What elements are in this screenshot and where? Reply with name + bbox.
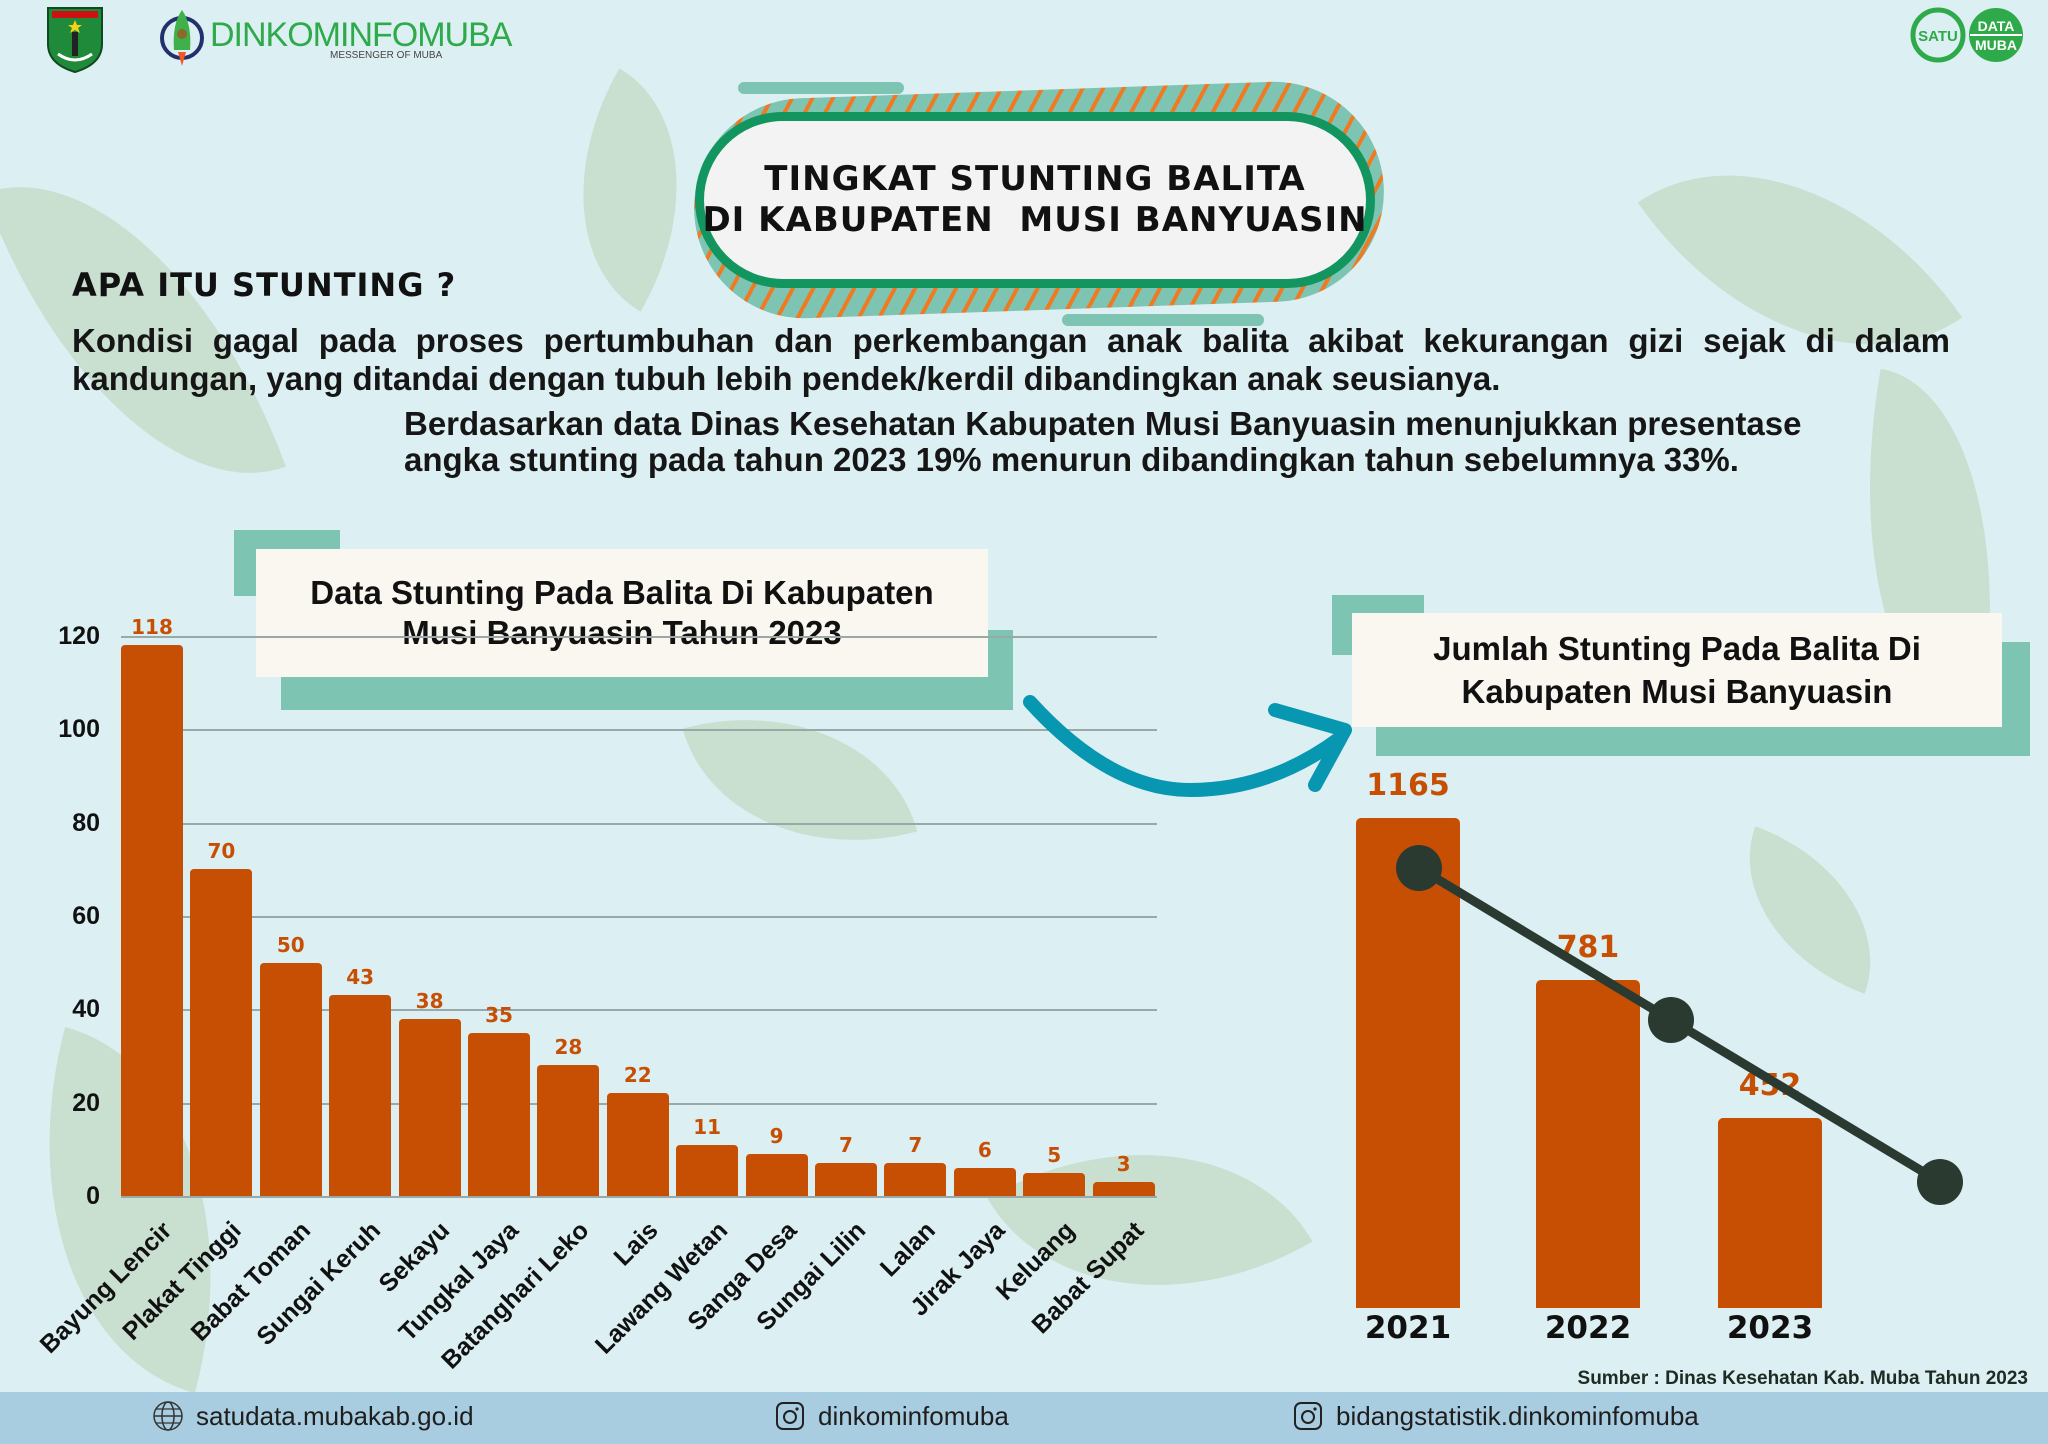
bar-value-label: 11 — [693, 1114, 722, 1139]
bar-value-label: 50 — [276, 932, 305, 957]
muba-text: MUBA — [1975, 37, 2017, 53]
page-title: TINGKAT STUNTING BALITA DI KABUPATEN MUS… — [695, 112, 1375, 288]
bar-value-label: 7 — [908, 1133, 923, 1158]
right-chart-title-line1: Jumlah Stunting Pada Balita Di — [1433, 630, 1921, 667]
gridline — [121, 916, 1157, 918]
bar-value-label: 43 — [346, 965, 375, 990]
year-label: 2021 — [1364, 1310, 1452, 1346]
bar-value-label: 6 — [977, 1138, 992, 1162]
y-tick: 20 — [72, 1089, 100, 1117]
bar — [121, 645, 183, 1196]
year-value-label: 1165 — [1366, 768, 1450, 803]
bar — [259, 962, 322, 1196]
trend-point — [1396, 845, 1442, 891]
globe-icon — [153, 1401, 183, 1431]
right-chart-title-line2: Kabupaten Musi Banyuasin — [1461, 673, 1893, 710]
bar-value-label: 7 — [839, 1133, 853, 1158]
bar-value-label: 70 — [207, 839, 236, 864]
bar-value-label: 38 — [415, 988, 444, 1013]
satu-text: SATU — [1918, 28, 1958, 45]
bar-value-label: 9 — [769, 1124, 784, 1148]
left-chart-title: Data Stunting Pada Balita Di Kabupaten M… — [256, 549, 988, 677]
year-label: 2022 — [1544, 1310, 1632, 1346]
year-bar — [1718, 1117, 1822, 1308]
satu-data-muba-logo: SATU DATA MUBA — [1910, 7, 2023, 63]
year-bar — [1356, 818, 1460, 1308]
footer-website-link[interactable]: satudata.mubakab.go.id — [152, 1400, 474, 1432]
bar — [329, 995, 392, 1196]
gridline — [121, 729, 1157, 731]
dinkom-text-green: DINKOMINFO — [210, 15, 418, 54]
trend-point — [1648, 997, 1694, 1043]
dinkominfo-logo: DINKOMINFOMUBA MESSENGER OF MUBA — [158, 6, 512, 72]
x-axis-line — [121, 1196, 1157, 1198]
instagram-icon — [1294, 1402, 1322, 1430]
y-tick: 120 — [58, 622, 100, 650]
dinkom-tagline: MESSENGER OF MUBA — [330, 49, 443, 61]
footer-instagram-link[interactable]: dinkominfomuba — [774, 1400, 1009, 1432]
left-chart-title-line1: Data Stunting Pada Balita Di Kabupaten — [310, 574, 934, 611]
instagram-icon — [776, 1402, 804, 1430]
footer: satudata.mubakab.go.id dinkominfomuba bi… — [0, 1392, 2048, 1444]
right-chart-title: Jumlah Stunting Pada Balita Di Kabupaten… — [1352, 613, 2002, 727]
source-note: Sumber : Dinas Kesehatan Kab. Muba Tahun… — [1577, 1368, 2028, 1389]
y-tick: 60 — [72, 902, 100, 930]
bar-value-label: 35 — [485, 1002, 513, 1027]
bar — [468, 1032, 530, 1196]
musi-banyuasin-emblem — [47, 7, 103, 74]
footer-instagram2-link[interactable]: bidangstatistik.dinkominfomuba — [1292, 1400, 1699, 1432]
footer-instagram-text: dinkominfomuba — [818, 1400, 1009, 1431]
bar — [398, 1018, 461, 1196]
bar-value-label: 5 — [1047, 1142, 1062, 1167]
title-decor-bar — [738, 82, 904, 94]
stunting-definition: Kondisi gagal pada proses pertumbuhan da… — [72, 322, 1950, 397]
curved-arrow-icon — [1023, 695, 1352, 798]
title-line-1: TINGKAT STUNTING BALITA — [764, 159, 1306, 200]
y-tick: 80 — [72, 809, 100, 837]
y-tick: 0 — [86, 1182, 100, 1210]
title-line-2: DI KABUPATEN MUSI BANYUASIN — [702, 200, 1368, 240]
bar-value-label: 28 — [554, 1035, 583, 1060]
rocket-icon — [160, 10, 204, 66]
bar-value-label: 22 — [623, 1063, 652, 1088]
footer-website-text: satudata.mubakab.go.id — [196, 1400, 474, 1431]
y-tick: 100 — [58, 715, 100, 743]
gridline — [121, 823, 1157, 825]
bar — [190, 869, 253, 1196]
year-label: 2023 — [1726, 1310, 1814, 1346]
bar — [884, 1163, 947, 1196]
bar — [745, 1154, 808, 1196]
bar — [953, 1168, 1016, 1196]
section-heading: APA ITU STUNTING ? — [72, 266, 457, 304]
left-chart-title-line2: Musi Banyuasin Tahun 2023 — [402, 614, 842, 651]
bar — [815, 1163, 877, 1196]
trend-point — [1917, 1159, 1963, 1205]
gridline — [121, 636, 1157, 638]
dinkom-text-muba: MUBA — [417, 15, 512, 54]
data-text: DATA — [1978, 18, 2015, 34]
gridline — [121, 1009, 1157, 1011]
bar — [537, 1065, 600, 1196]
bar-value-label: 3 — [1116, 1152, 1131, 1176]
bar — [1023, 1172, 1086, 1196]
bar — [676, 1144, 739, 1196]
bar — [606, 1093, 669, 1196]
bar-value-label: 118 — [131, 615, 173, 640]
title-decor-bar — [1062, 314, 1264, 326]
year-bar — [1536, 979, 1640, 1308]
footer-instagram2-text: bidangstatistik.dinkominfomuba — [1336, 1400, 1699, 1431]
bar — [1092, 1182, 1155, 1196]
stunting-summary: Berdasarkan data Dinas Kesehatan Kabupat… — [404, 405, 1802, 478]
y-tick: 40 — [72, 995, 100, 1023]
